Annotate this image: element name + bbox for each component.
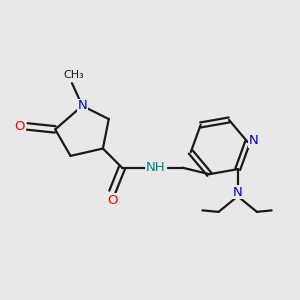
Text: N: N bbox=[77, 99, 87, 112]
Text: O: O bbox=[15, 120, 25, 133]
Text: NH: NH bbox=[146, 160, 166, 174]
Text: N: N bbox=[249, 134, 258, 147]
Text: CH₃: CH₃ bbox=[63, 70, 84, 80]
Text: N: N bbox=[233, 186, 243, 199]
Text: O: O bbox=[108, 194, 118, 207]
